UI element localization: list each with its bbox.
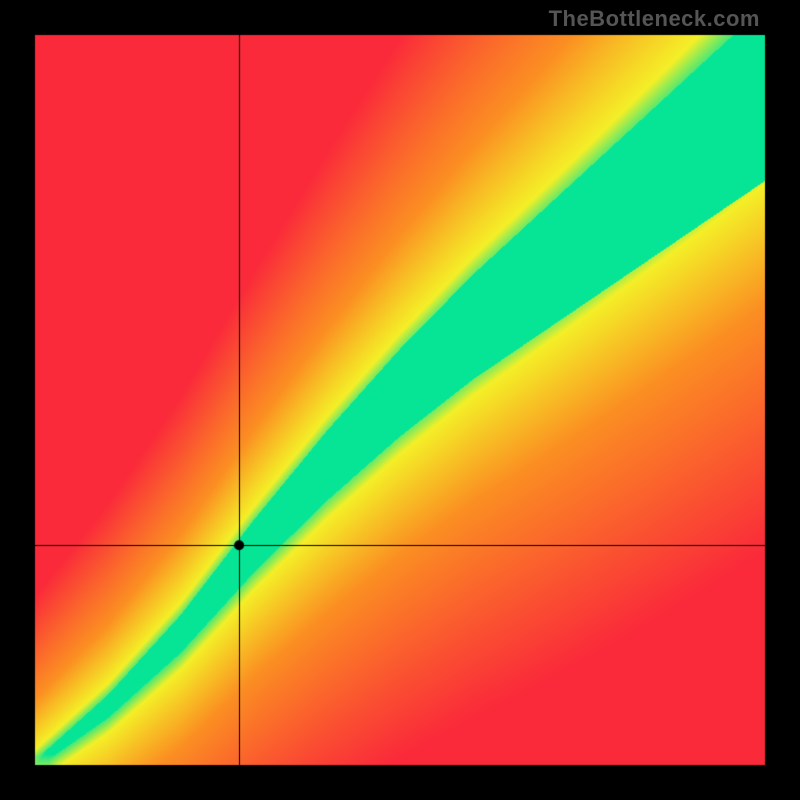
chart-container: TheBottleneck.com	[0, 0, 800, 800]
watermark-text: TheBottleneck.com	[549, 6, 760, 32]
bottleneck-heatmap	[0, 0, 800, 800]
